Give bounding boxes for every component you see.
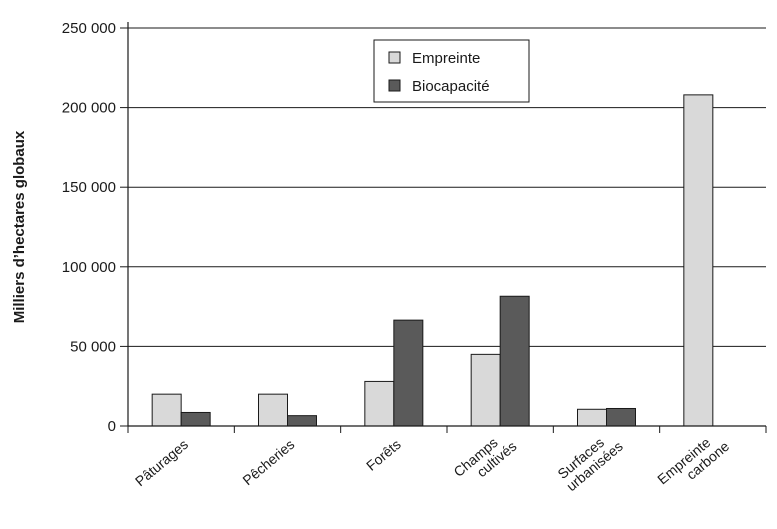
- x-category-label: Surfacesurbanisées: [553, 426, 625, 494]
- legend-label-empreinte: Empreinte: [412, 50, 480, 67]
- x-category-label: Forêts: [363, 436, 404, 474]
- legend-box: [373, 39, 530, 103]
- x-category-label: Champscultivés: [450, 426, 519, 491]
- bar-biocapacite: [606, 407, 636, 427]
- bar-empreinte: [577, 408, 607, 427]
- x-category-labels: Pâturages Pêcheries Forêts Champscultivés Su…: [132, 426, 732, 499]
- bar-biocapacite: [499, 295, 530, 427]
- legend-swatch-empreinte: [388, 51, 401, 64]
- bar-empreinte: [258, 393, 288, 427]
- y-tick-labels: 0 50 000 100 000 150 000 200 000 250 000: [62, 20, 116, 435]
- y-tick-label: 50 000: [70, 338, 116, 355]
- y-tick-label: 200 000: [62, 100, 116, 117]
- bar-empreinte: [683, 94, 714, 427]
- axes: [120, 22, 767, 433]
- gridlines: [128, 27, 766, 347]
- y-tick-label: 150 000: [62, 179, 116, 196]
- bar-empreinte: [151, 393, 182, 427]
- legend-label-biocapacite: Biocapacité: [412, 78, 490, 95]
- bars: [151, 94, 714, 427]
- legend-swatch-biocapacite: [388, 79, 401, 92]
- y-tick-label: 250 000: [62, 20, 116, 37]
- bar-biocapacite: [287, 415, 317, 427]
- x-category-label: Empreintecarbone: [654, 426, 732, 499]
- x-category-label: Pêcheries: [239, 436, 297, 488]
- y-axis-title: Milliers d’hectares globaux: [11, 130, 28, 323]
- y-tick-label: 100 000: [62, 259, 116, 276]
- x-category-label-line: Pêcheries: [239, 436, 297, 488]
- x-category-label-line: Pâturages: [132, 436, 191, 489]
- y-tick-label: 0: [108, 418, 116, 435]
- bar-empreinte: [470, 353, 501, 427]
- bar-empreinte: [364, 380, 395, 427]
- legend: Empreinte Biocapacité: [373, 39, 530, 103]
- x-category-label: Pâturages: [132, 436, 191, 489]
- x-category-label-line: Forêts: [363, 436, 404, 474]
- bar-biocapacite: [180, 411, 211, 427]
- bar-biocapacite: [393, 319, 424, 427]
